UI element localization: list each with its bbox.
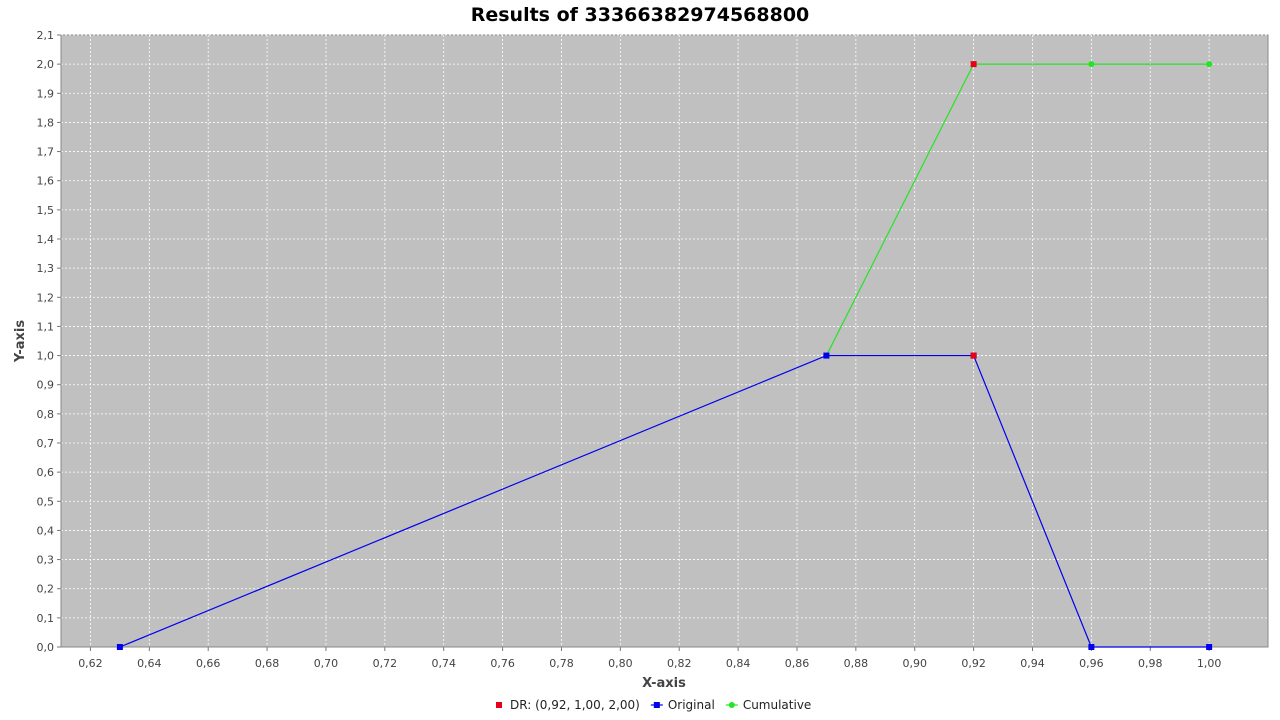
- x-tick-label: 0,76: [490, 657, 515, 670]
- y-tick-label: 1,5: [37, 204, 55, 217]
- legend-marker: [728, 702, 735, 708]
- y-tick-label: 1,7: [37, 146, 55, 159]
- legend: DR: (0,92, 1,00, 2,00) Original Cumulative: [496, 698, 811, 712]
- series-dr-0-92-1-00-2-00: [970, 61, 977, 359]
- y-tick-label: 0,1: [37, 612, 55, 625]
- y-tick-label: 0,9: [37, 379, 55, 392]
- y-tick-label: 0,6: [37, 466, 55, 479]
- x-tick-label: 0,72: [373, 657, 398, 670]
- legend-label: DR: (0,92, 1,00, 2,00): [510, 698, 640, 712]
- data-point: [1088, 644, 1095, 650]
- y-tick-label: 0,2: [37, 583, 55, 596]
- y-tick-label: 1,6: [37, 175, 55, 188]
- x-axis-label: X-axis: [642, 676, 686, 691]
- chart-title: Results of 33366382974568800: [471, 4, 810, 26]
- x-tick-label: 1,00: [1197, 657, 1222, 670]
- x-tick-label: 0,80: [608, 657, 633, 670]
- x-tick-label: 0,92: [961, 657, 986, 670]
- x-tick-label: 0,84: [726, 657, 751, 670]
- x-tick-label: 0,64: [137, 657, 162, 670]
- y-tick-label: 0,0: [37, 641, 55, 654]
- x-tick-label: 0,98: [1138, 657, 1163, 670]
- axes: 0,0 0,1 0,2 0,3 0,4 0,5 0,6 0,7 0,8 0,9 1,0 1,1 1,2 1…: [37, 29, 1268, 670]
- data-point: [970, 352, 977, 359]
- y-tick-label: 1,2: [37, 291, 55, 304]
- x-tick-label: 0,70: [314, 657, 339, 670]
- y-axis-label: Y-axis: [13, 320, 28, 364]
- plot-area: [60, 34, 1269, 648]
- series-layer: [116, 61, 1213, 650]
- legend-marker: [653, 702, 660, 708]
- legend-item: DR: (0,92, 1,00, 2,00): [496, 698, 640, 712]
- x-tick-label: 0,62: [78, 657, 103, 670]
- y-tick-label: 0,8: [37, 408, 55, 421]
- data-point: [1206, 644, 1213, 650]
- x-tick-label: 0,88: [844, 657, 869, 670]
- data-point: [1088, 61, 1095, 68]
- legend-item: Cumulative: [725, 698, 812, 712]
- x-tick-label: 0,94: [1020, 657, 1045, 670]
- series-line: [825, 63, 1210, 356]
- x-tick-label: 0,82: [667, 657, 692, 670]
- y-tick-label: 1,9: [37, 87, 55, 100]
- x-tick-label: 0,96: [1079, 657, 1104, 670]
- data-point: [1206, 61, 1213, 68]
- data-point: [116, 644, 123, 650]
- y-tick-label: 1,0: [37, 350, 55, 363]
- y-tick-label: 0,5: [37, 495, 55, 508]
- x-tick-label: 0,74: [431, 657, 456, 670]
- y-tick-label: 1,8: [37, 116, 55, 129]
- y-tick-label: 0,3: [37, 554, 55, 567]
- x-tick-label: 0,86: [785, 657, 810, 670]
- legend-label: Cumulative: [743, 698, 812, 712]
- y-tick-label: 1,4: [37, 233, 55, 246]
- x-tick-label: 0,90: [902, 657, 927, 670]
- data-point: [970, 61, 977, 68]
- legend-marker: [496, 702, 502, 708]
- legend-label: Original: [668, 698, 715, 712]
- x-tick-label: 0,78: [549, 657, 574, 670]
- y-tick-label: 2,1: [37, 29, 55, 42]
- y-tick-label: 2,0: [37, 58, 55, 71]
- x-tick-label: 0,68: [255, 657, 280, 670]
- x-tick-label: 0,66: [196, 657, 221, 670]
- y-tick-label: 1,3: [37, 262, 55, 275]
- y-tick-label: 0,7: [37, 437, 55, 450]
- y-tick-label: 1,1: [37, 320, 55, 333]
- y-tick-label: 0,4: [37, 524, 55, 537]
- data-point: [823, 352, 830, 359]
- legend-item: Original: [650, 698, 715, 712]
